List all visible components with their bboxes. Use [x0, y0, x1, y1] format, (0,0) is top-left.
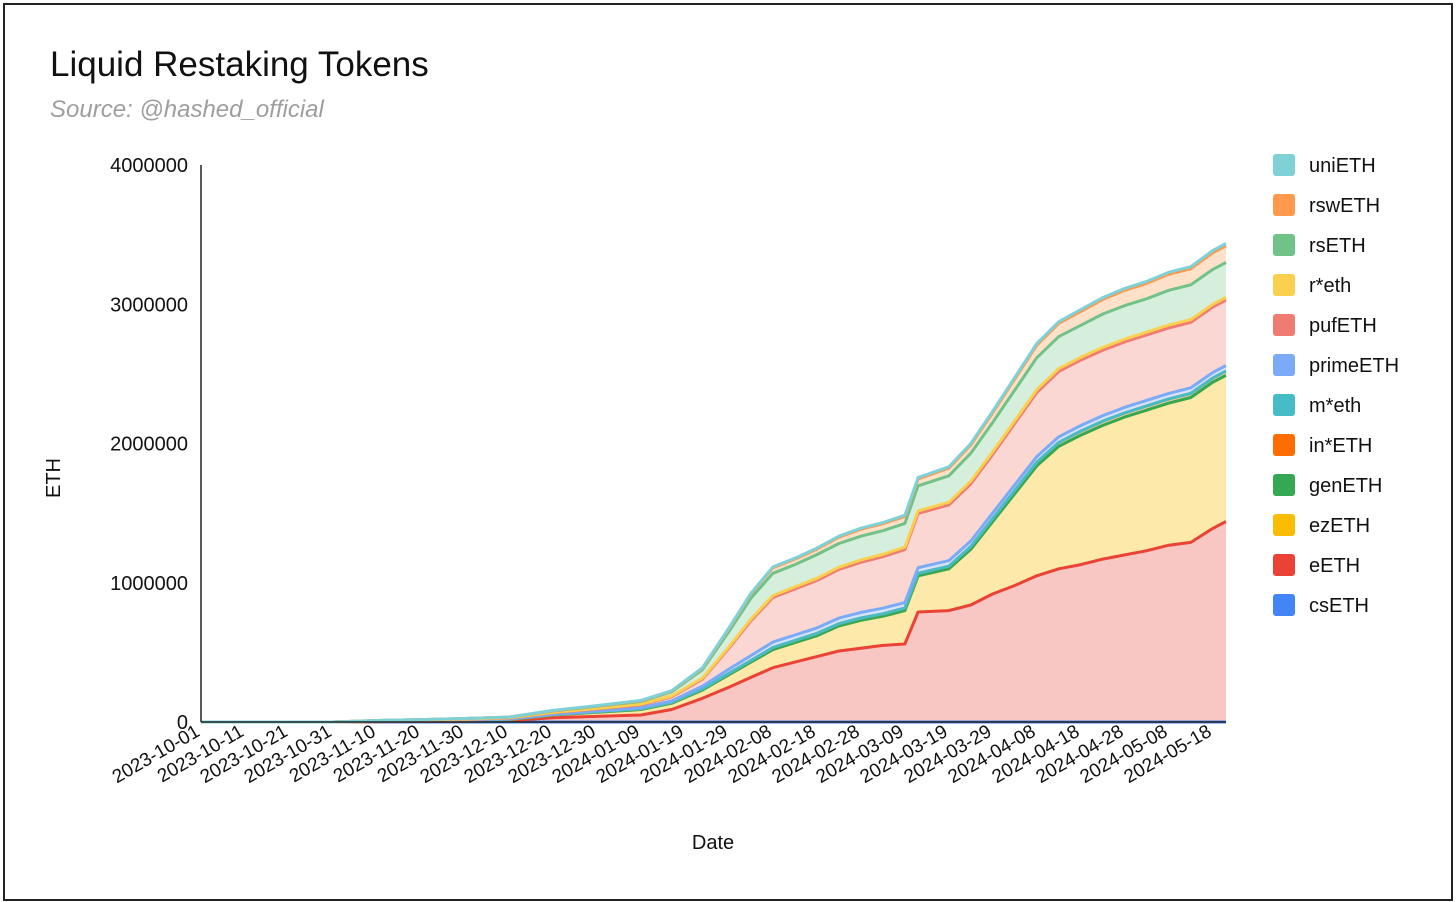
legend-label: pufETH [1309, 315, 1377, 337]
line-unieth [201, 242, 1227, 724]
legend-item-m-star-eth[interactable]: m*eth [1273, 394, 1361, 417]
legend-swatch [1273, 514, 1295, 536]
legend-label: genETH [1309, 475, 1382, 497]
y-tick-labels: 0 1000000 2000000 3000000 4000000 [110, 155, 188, 734]
y-axis-label: ETH [43, 458, 65, 498]
legend-swatch [1273, 194, 1295, 216]
legend-item-cseth[interactable]: csETH [1273, 594, 1369, 617]
legend-item-eeth[interactable]: eETH [1273, 554, 1360, 577]
area-eeth [201, 521, 1226, 722]
area-rsweth [201, 245, 1226, 723]
legend-swatch [1273, 434, 1295, 456]
legend-swatch [1273, 154, 1295, 176]
legend-swatch [1273, 354, 1295, 376]
legend-swatch [1273, 394, 1295, 416]
y-tick-label: 3000000 [110, 294, 188, 316]
legend-item-in-star-eth[interactable]: in*ETH [1273, 434, 1372, 457]
legend-label: in*ETH [1309, 435, 1372, 457]
legend-item-unieth[interactable]: uniETH [1273, 154, 1376, 177]
legend-swatch [1273, 234, 1295, 256]
legend-swatch [1273, 554, 1295, 576]
legend-swatch [1273, 274, 1295, 296]
legend-label: r*eth [1309, 275, 1351, 297]
legend-item-r-star-eth[interactable]: r*eth [1273, 274, 1351, 297]
legend-item-ezeth[interactable]: ezETH [1273, 514, 1370, 537]
y-tick-label: 2000000 [110, 434, 188, 456]
y-tick-label: 4000000 [110, 155, 188, 177]
area-rseth [201, 262, 1226, 722]
x-axis-label: Date [692, 832, 734, 854]
chart-subtitle: Source: @hashed_official [50, 96, 324, 123]
area-ezeth [201, 375, 1226, 722]
legend-item-rseth[interactable]: rsETH [1273, 234, 1366, 257]
legend-swatch [1273, 314, 1295, 336]
legend-label: eETH [1309, 555, 1360, 577]
y-tick-label: 0 [177, 712, 188, 734]
legend-item-pufeth[interactable]: pufETH [1273, 314, 1377, 337]
legend-label: rsETH [1309, 235, 1366, 257]
legend-label: csETH [1309, 595, 1369, 617]
legend: uniETH rswETH rsETH r*eth pufETH primeETH m*et… [1273, 154, 1399, 617]
legend-label: rswETH [1309, 195, 1380, 217]
y-tick-label: 1000000 [110, 573, 188, 595]
legend-swatch [1273, 594, 1295, 616]
legend-item-geneth[interactable]: genETH [1273, 474, 1382, 497]
legend-swatch [1273, 474, 1295, 496]
legend-label: m*eth [1309, 395, 1361, 417]
chart-title: Liquid Restaking Tokens [50, 45, 429, 84]
legend-item-rsweth[interactable]: rswETH [1273, 194, 1380, 217]
legend-label: ezETH [1309, 515, 1370, 537]
legend-label: primeETH [1309, 355, 1399, 377]
x-tick-labels: 2023-10-012023-10-112023-10-212023-10-31… [109, 721, 1215, 788]
legend-label: uniETH [1309, 155, 1376, 177]
legend-item-primeeth[interactable]: primeETH [1273, 354, 1399, 377]
